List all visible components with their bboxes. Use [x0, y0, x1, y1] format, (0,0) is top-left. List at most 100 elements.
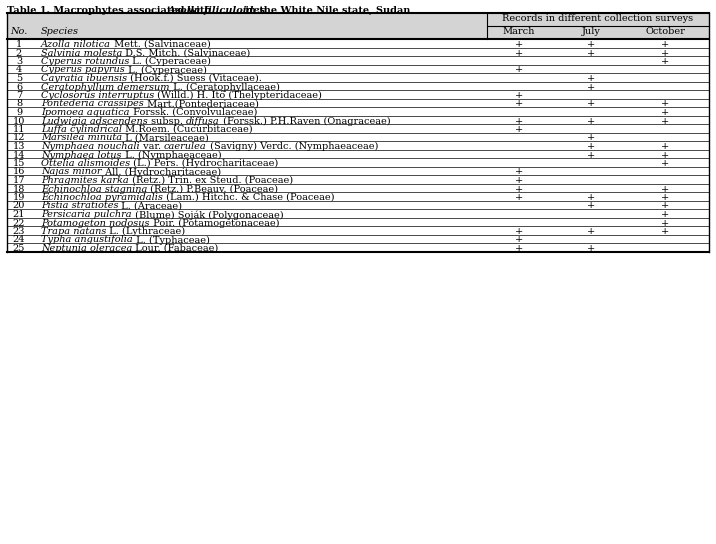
Text: +: +	[661, 219, 669, 227]
Text: Cyclosorus interruptus: Cyclosorus interruptus	[41, 91, 154, 100]
Text: +: +	[587, 133, 595, 143]
Text: L. (Lythraceae): L. (Lythraceae)	[107, 227, 185, 236]
Text: +: +	[515, 40, 523, 49]
Text: 9: 9	[16, 108, 22, 117]
Text: +: +	[661, 151, 669, 159]
Text: +: +	[515, 100, 523, 108]
Bar	[7, 73, 709, 82]
Text: +: +	[587, 244, 595, 253]
Text: +: +	[587, 116, 595, 126]
Text: Ipomoea aquatica: Ipomoea aquatica	[41, 108, 130, 117]
Text: 13: 13	[13, 142, 25, 151]
Text: +: +	[587, 83, 595, 91]
Text: +: +	[661, 100, 669, 108]
Text: 24: 24	[13, 236, 25, 244]
Text: +: +	[587, 74, 595, 83]
Text: 21: 21	[13, 210, 25, 219]
Text: +: +	[661, 108, 669, 117]
Text: +: +	[515, 227, 523, 236]
Text: Pontederia crassipes: Pontederia crassipes	[41, 100, 144, 108]
Bar	[7, 107, 709, 115]
Text: 16: 16	[13, 168, 25, 176]
Text: +: +	[515, 176, 523, 185]
Text: Ceratophyllum demersum: Ceratophyllum demersum	[41, 83, 170, 91]
Text: 12: 12	[13, 133, 25, 143]
Text: October: October	[645, 28, 685, 36]
Text: (Lam.) Hitchc. & Chase (Poaceae): (Lam.) Hitchc. & Chase (Poaceae)	[163, 193, 334, 202]
Text: Salvinia molesta: Salvinia molesta	[41, 48, 122, 58]
Text: (Willd.) H. Itô (Thelypteridaceae): (Willd.) H. Itô (Thelypteridaceae)	[154, 91, 322, 101]
Text: Azolla filiculoides: Azolla filiculoides	[168, 6, 266, 15]
Bar	[7, 209, 709, 218]
Text: Typha angustifolia: Typha angustifolia	[41, 236, 132, 244]
Text: (Retz.) P.Beauv. (Poaceae): (Retz.) P.Beauv. (Poaceae)	[147, 184, 279, 194]
Text: 14: 14	[13, 151, 25, 159]
Text: March: March	[503, 28, 535, 36]
Text: +: +	[515, 193, 523, 202]
Bar	[7, 175, 709, 183]
Text: +: +	[661, 184, 669, 194]
Text: Najas minor: Najas minor	[41, 168, 102, 176]
Text: +: +	[515, 168, 523, 176]
Text: Forssk. (Convolvulaceae): Forssk. (Convolvulaceae)	[130, 108, 257, 117]
Text: 2: 2	[16, 48, 22, 58]
Text: 1: 1	[16, 40, 22, 49]
Bar	[7, 39, 709, 47]
Bar	[7, 13, 709, 39]
Text: +: +	[661, 116, 669, 126]
Text: Ottelia alismoides: Ottelia alismoides	[41, 159, 130, 168]
Text: +: +	[587, 227, 595, 236]
Text: +: +	[661, 57, 669, 66]
Bar	[7, 133, 709, 141]
Text: Phragmites karka: Phragmites karka	[41, 176, 129, 185]
Bar	[7, 47, 709, 56]
Text: (Forssk.) P.H.Raven (Onagraceae): (Forssk.) P.H.Raven (Onagraceae)	[220, 116, 390, 126]
Bar	[7, 150, 709, 158]
Text: 15: 15	[13, 159, 25, 168]
Bar	[7, 192, 709, 201]
Text: L. (Cyperaceae): L. (Cyperaceae)	[125, 65, 207, 75]
Text: Neptunia oleracea: Neptunia oleracea	[41, 244, 132, 253]
Text: Ludwigia adscendens: Ludwigia adscendens	[41, 116, 147, 126]
Text: +: +	[515, 184, 523, 194]
Text: All. (Hydrocharitaceae): All. (Hydrocharitaceae)	[102, 168, 221, 177]
Text: Cayratia ibuensis: Cayratia ibuensis	[41, 74, 127, 83]
Text: +: +	[587, 40, 595, 49]
Text: Pistia stratiotes: Pistia stratiotes	[41, 201, 119, 211]
Text: 17: 17	[13, 176, 25, 185]
Text: Mett. (Salvinaceae): Mett. (Salvinaceae)	[111, 40, 211, 49]
Text: 19: 19	[13, 193, 25, 202]
Text: +: +	[515, 236, 523, 244]
Bar	[7, 115, 709, 124]
Text: L (Marsileaceae): L (Marsileaceae)	[122, 133, 209, 143]
Text: 22: 22	[13, 219, 25, 227]
Text: 23: 23	[13, 227, 25, 236]
Text: Marsilea minuta: Marsilea minuta	[41, 133, 122, 143]
Text: 25: 25	[13, 244, 25, 253]
Text: +: +	[661, 142, 669, 151]
Text: 5: 5	[16, 74, 22, 83]
Text: +: +	[587, 151, 595, 159]
Text: L. (Ceratophyllaceae): L. (Ceratophyllaceae)	[170, 83, 279, 91]
Text: (Hook.f.) Suess (Vitaceae).: (Hook.f.) Suess (Vitaceae).	[127, 74, 262, 83]
Text: D.S. Mitch. (Salvinaceae): D.S. Mitch. (Salvinaceae)	[122, 48, 251, 58]
Text: +: +	[515, 48, 523, 58]
Text: diffusa: diffusa	[186, 116, 220, 126]
Text: Cyperus papyrus: Cyperus papyrus	[41, 65, 125, 75]
Text: Echinochloa pyramidalis: Echinochloa pyramidalis	[41, 193, 163, 202]
Text: L. (Araceae): L. (Araceae)	[119, 201, 183, 211]
Text: +: +	[515, 65, 523, 75]
Text: L. (Typhaceae): L. (Typhaceae)	[132, 236, 210, 245]
Bar	[7, 183, 709, 192]
Bar	[7, 98, 709, 107]
Text: +: +	[661, 210, 669, 219]
Text: M.Roem. (Cucurbitaceae): M.Roem. (Cucurbitaceae)	[122, 125, 253, 134]
Bar	[7, 158, 709, 166]
Text: 6: 6	[16, 83, 22, 91]
Text: in the White Nile state, Sudan: in the White Nile state, Sudan	[242, 6, 410, 15]
Text: 11: 11	[13, 125, 25, 134]
Text: (Savigny) Verdc. (Nymphaeaceae): (Savigny) Verdc. (Nymphaeaceae)	[207, 142, 378, 151]
Text: No.: No.	[10, 28, 28, 36]
Text: +: +	[661, 159, 669, 168]
Text: 7: 7	[16, 91, 22, 100]
